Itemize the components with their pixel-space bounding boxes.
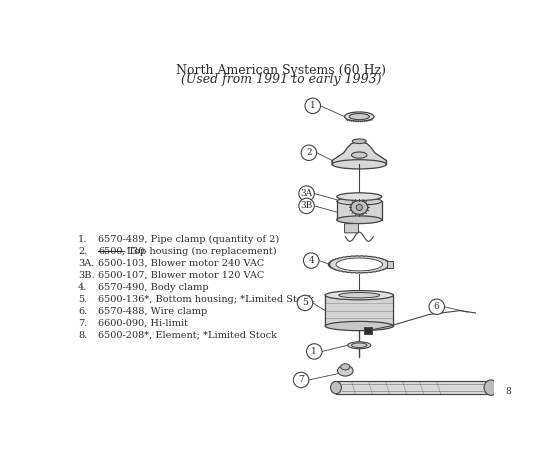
Ellipse shape	[330, 382, 341, 394]
Circle shape	[306, 344, 322, 359]
Text: 1.: 1.	[78, 235, 87, 244]
FancyBboxPatch shape	[387, 260, 393, 268]
Ellipse shape	[348, 342, 371, 349]
Text: 3B.: 3B.	[78, 271, 94, 280]
Text: , Top housing (no replacement): , Top housing (no replacement)	[122, 247, 277, 256]
Text: 1: 1	[310, 101, 316, 110]
Circle shape	[429, 299, 445, 315]
FancyBboxPatch shape	[345, 224, 358, 233]
Ellipse shape	[325, 291, 393, 300]
Text: 7.: 7.	[78, 319, 87, 328]
Text: 6600-090, Hi-limit: 6600-090, Hi-limit	[98, 319, 188, 328]
Ellipse shape	[339, 292, 380, 298]
Text: 6: 6	[434, 302, 440, 311]
Text: 5.: 5.	[78, 295, 87, 304]
Polygon shape	[328, 256, 390, 273]
Text: 6500-136*, Bottom housing; *Limited Stock: 6500-136*, Bottom housing; *Limited Stoc…	[98, 295, 314, 304]
Ellipse shape	[337, 216, 382, 224]
Ellipse shape	[338, 365, 353, 376]
Circle shape	[293, 372, 309, 388]
Text: (Used from 1991 to early 1993): (Used from 1991 to early 1993)	[181, 73, 381, 87]
Text: 6570-490, Body clamp: 6570-490, Body clamp	[98, 283, 209, 292]
Ellipse shape	[351, 201, 368, 214]
Text: 8.: 8.	[78, 331, 87, 340]
Text: 6500-103, Blower motor 240 VAC: 6500-103, Blower motor 240 VAC	[98, 259, 264, 268]
Ellipse shape	[349, 114, 369, 120]
Circle shape	[356, 204, 362, 211]
Text: 2: 2	[306, 148, 312, 157]
Ellipse shape	[332, 160, 386, 169]
Ellipse shape	[351, 343, 367, 348]
Text: 1: 1	[311, 347, 317, 356]
Circle shape	[305, 98, 321, 114]
Text: 4: 4	[309, 256, 314, 265]
Text: 3A.: 3A.	[78, 259, 94, 268]
Ellipse shape	[352, 139, 366, 144]
Text: 2.: 2.	[78, 247, 87, 256]
Ellipse shape	[340, 364, 350, 370]
Text: 7: 7	[298, 375, 304, 384]
Circle shape	[299, 198, 314, 214]
Text: 6.: 6.	[78, 307, 87, 316]
Text: 6500-107, Blower motor 120 VAC: 6500-107, Blower motor 120 VAC	[98, 271, 264, 280]
Ellipse shape	[351, 152, 367, 158]
Ellipse shape	[337, 197, 382, 205]
Circle shape	[297, 295, 313, 310]
Polygon shape	[332, 141, 386, 164]
Text: 5: 5	[302, 299, 308, 308]
Text: 6500-208*, Element; *Limited Stock: 6500-208*, Element; *Limited Stock	[98, 331, 277, 340]
Text: 6570-489, Pipe clamp (quantity of 2): 6570-489, Pipe clamp (quantity of 2)	[98, 235, 279, 244]
Ellipse shape	[484, 380, 498, 395]
Ellipse shape	[337, 193, 382, 201]
Circle shape	[500, 384, 516, 399]
Text: 8: 8	[505, 387, 511, 396]
Polygon shape	[336, 258, 383, 271]
Ellipse shape	[325, 321, 393, 331]
Circle shape	[301, 145, 317, 161]
FancyBboxPatch shape	[364, 327, 372, 334]
Ellipse shape	[345, 112, 374, 121]
Text: 3A: 3A	[300, 189, 312, 198]
Text: 6500-130: 6500-130	[98, 247, 144, 256]
Text: 3B: 3B	[300, 202, 313, 211]
Text: 4.: 4.	[78, 283, 87, 292]
Circle shape	[299, 186, 314, 201]
Circle shape	[304, 253, 319, 268]
Text: 6570-488, Wire clamp: 6570-488, Wire clamp	[98, 307, 208, 316]
Text: North American Systems (60 Hz): North American Systems (60 Hz)	[176, 64, 386, 77]
